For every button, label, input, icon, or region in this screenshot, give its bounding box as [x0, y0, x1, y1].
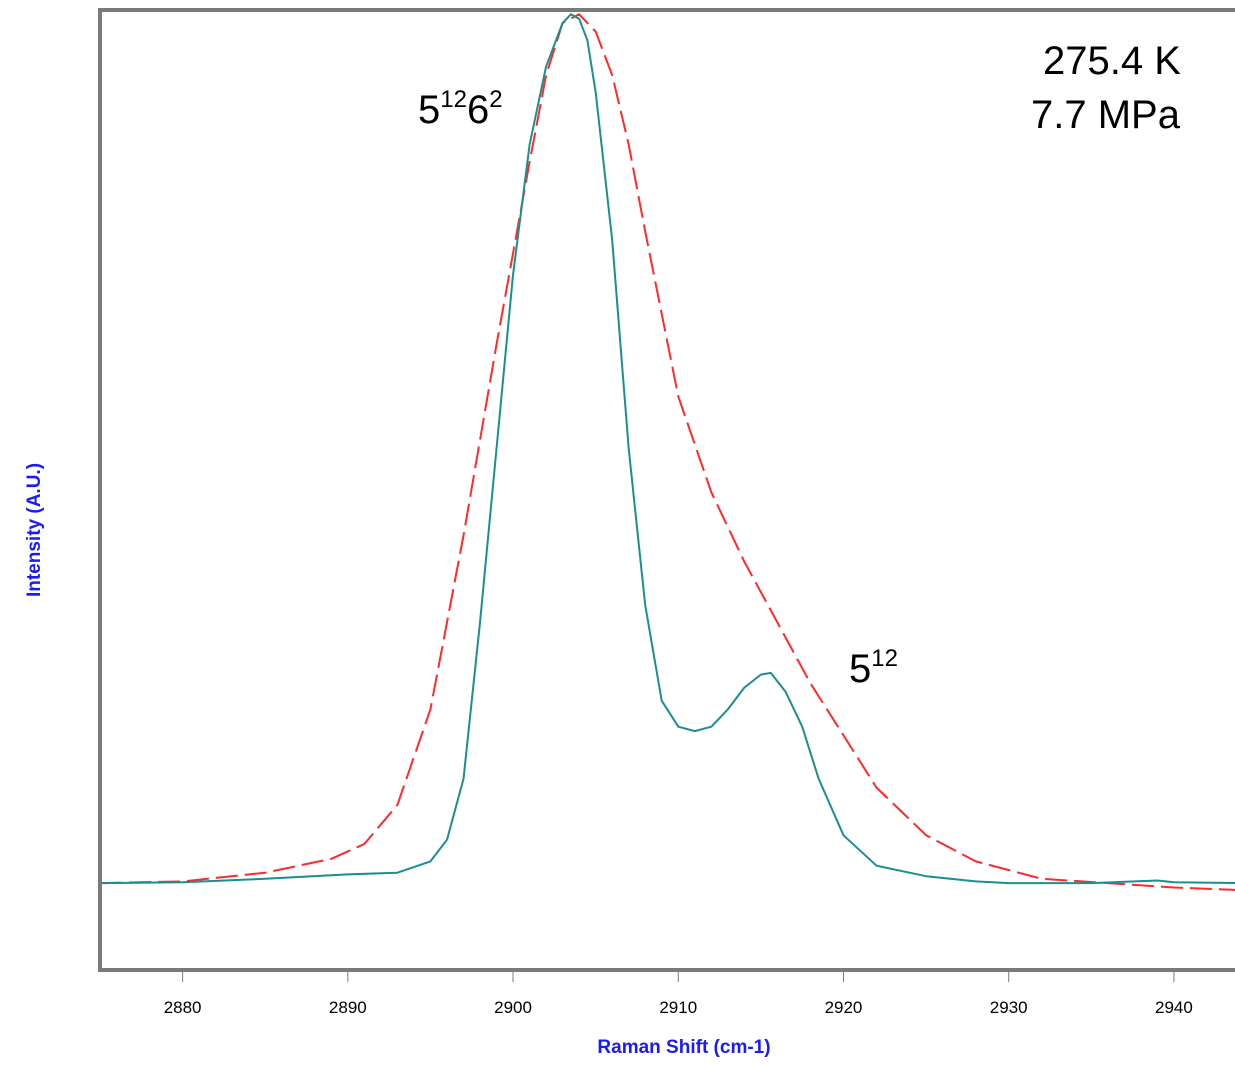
small-cage-base: 5: [849, 647, 871, 691]
plot-frame: [98, 8, 1235, 972]
pressure-annotation: 7.7 MPa: [1031, 93, 1181, 137]
x-tick-label: 2900: [494, 998, 532, 1017]
temperature-annotation: 275.4 K: [1043, 39, 1181, 83]
peak-label-small-cage: 512: [849, 645, 898, 691]
x-tick-label: 2910: [659, 998, 697, 1017]
x-tick-label: 2940: [1155, 998, 1193, 1017]
plot-area: [100, 10, 1235, 970]
x-tick-label: 2880: [164, 998, 202, 1017]
x-tick-label: 2920: [825, 998, 863, 1017]
series-layer: [99, 13, 1235, 891]
x-tick-label: 2930: [990, 998, 1028, 1017]
x-tick-label: 2890: [329, 998, 367, 1017]
large-cage-base2: 6: [467, 88, 489, 132]
x-axis-label: Raman Shift (cm-1): [597, 1037, 770, 1058]
small-cage-sup1: 12: [871, 645, 898, 672]
x-ticks: 2880 2890 2900 2910 2920 2930 2940: [164, 972, 1193, 1017]
series-line-solid-teal: [99, 13, 1235, 885]
large-cage-base: 5: [418, 88, 440, 132]
peak-label-large-cage: 51262: [418, 86, 503, 132]
y-axis-label: Intensity (A.U.): [24, 463, 45, 597]
large-cage-sup1: 12: [440, 86, 467, 113]
large-cage-sup2: 2: [489, 86, 502, 113]
